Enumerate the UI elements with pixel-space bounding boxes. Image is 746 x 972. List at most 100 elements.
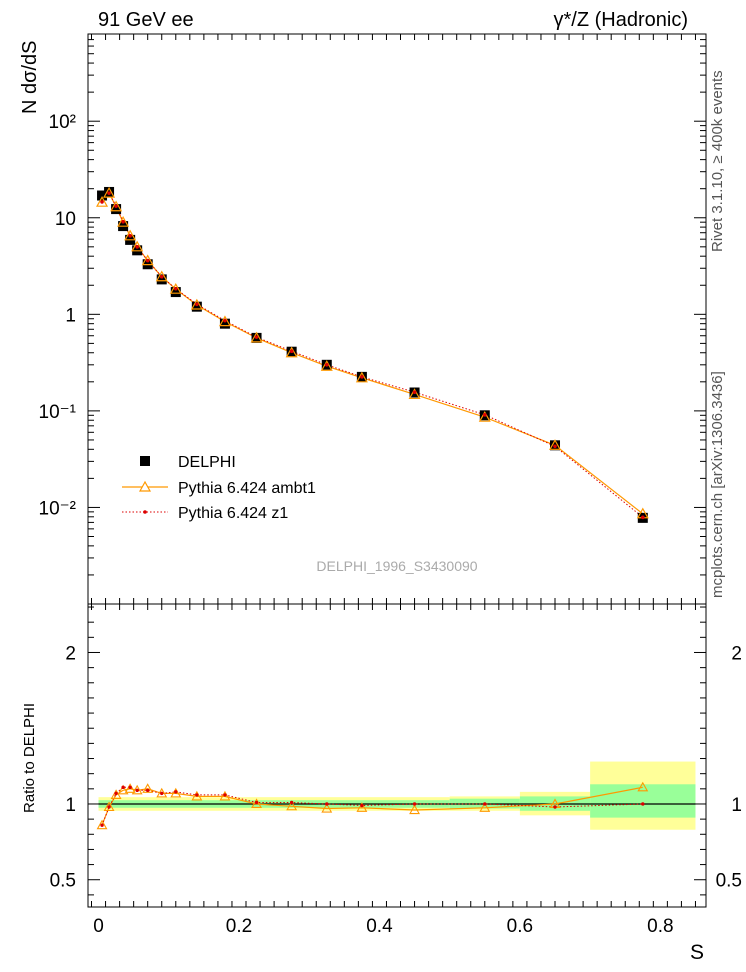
delphi-point	[111, 204, 122, 215]
ratio-ambt1-point	[409, 804, 420, 815]
ambt1-point	[110, 200, 123, 212]
ambt1-point	[408, 388, 421, 400]
ambt1-point	[218, 315, 231, 327]
ratio-ambt1-point	[251, 798, 262, 809]
ambt1-point	[285, 346, 298, 358]
ambt1-point	[96, 195, 109, 207]
ambt1-point	[320, 359, 333, 371]
ratio-y-tick-label-right: 2	[731, 643, 742, 664]
ratio-y-axis-title: Ratio to DELPHI	[21, 703, 38, 813]
ratio-ambt1-point	[321, 802, 333, 813]
z1-point	[159, 274, 164, 279]
x-tick-label: 0.4	[366, 916, 393, 937]
z1-point	[640, 515, 645, 520]
ratio-ambt1-point	[117, 784, 129, 795]
ratio-z1-point	[254, 800, 259, 805]
legend-label: DELPHI	[178, 454, 236, 471]
ambt1-point	[103, 186, 116, 198]
delphi-point	[170, 287, 181, 298]
ratio-band-inner-3	[590, 784, 696, 818]
main-y-axis-title: N dσ/dS	[19, 41, 41, 115]
legend-label: Pythia 6.424 ambt1	[178, 480, 316, 497]
ratio-z1-point	[114, 791, 118, 796]
delphi-point	[191, 301, 202, 312]
main-y-tick-label: 10⁻²	[39, 498, 77, 519]
ratio-z1-point	[121, 785, 125, 790]
delphi-point	[156, 274, 167, 285]
axes-group: 0 0.2 0.4 0.6 0.8 10⁻² 10⁻¹ 1 10 10² 0.5 0.5 1 1 2 2	[39, 33, 742, 937]
ambt1-point	[131, 240, 144, 252]
main-y-tick-label: 10²	[49, 112, 76, 133]
x-tick-label: 0.6	[507, 916, 533, 937]
z1-point	[145, 258, 150, 263]
ratio-y-tick-label-right: 1	[731, 795, 742, 816]
legend-delphi-marker	[140, 456, 150, 466]
legend-z1-marker	[143, 510, 147, 514]
ratio-frame	[87, 603, 707, 908]
header-left-title: 91 GeV ee	[98, 9, 194, 31]
ratio-z1-point	[145, 788, 150, 793]
delphi-point	[219, 318, 230, 329]
ratio-z1-point	[128, 785, 132, 790]
ratio-z1-point	[641, 802, 645, 806]
x-tick-label: 0.2	[226, 916, 252, 937]
ratio-ambt1-point	[131, 784, 143, 795]
ratio-z1-point	[135, 788, 139, 793]
main-series-group	[96, 186, 649, 523]
ratio-y-tick-label: 0.5	[50, 871, 76, 892]
ratio-z1-point	[160, 791, 164, 796]
legend: DELPHI Pythia 6.424 ambt1 Pythia 6.424 z1	[122, 454, 316, 522]
legend-ambt1-marker	[138, 480, 152, 492]
ratio-y-tick-label: 2	[65, 643, 76, 664]
z1-point	[107, 191, 111, 195]
ratio-z1-point	[174, 790, 178, 794]
ambt1-point	[478, 410, 491, 422]
ratio-z1-point	[223, 793, 227, 797]
main-y-tick-label: 10	[55, 209, 76, 230]
ratio-z1-point	[325, 802, 329, 806]
ratio-z1-point	[289, 800, 294, 805]
ratio-ambt1-point	[124, 783, 136, 793]
ambt1-point	[141, 254, 154, 266]
main-y-tick-label: 1	[65, 305, 76, 326]
z1-point	[128, 234, 132, 238]
ratio-z1-point	[360, 803, 364, 808]
z1-point	[482, 413, 487, 417]
ratio-series-group	[96, 781, 649, 830]
z1-point	[114, 204, 118, 208]
ratio-ambt1-point	[637, 781, 649, 792]
ratio-ambt1-point	[142, 783, 154, 793]
ratio-ambt1-point	[479, 802, 491, 812]
analysis-watermark: DELPHI_1996_S3430090	[316, 558, 477, 574]
ambt1-point	[169, 282, 182, 294]
legend-label: Pythia 6.424 z1	[178, 505, 288, 522]
mcplots-label: mcplots.cern.ch [arXiv:1306.3436]	[709, 371, 726, 598]
ratio-z1-point	[107, 805, 111, 809]
x-tick-label: 0	[93, 916, 104, 937]
ratio-ambt1-point	[156, 787, 168, 798]
ratio-ambt1-point	[103, 801, 115, 812]
z1-point	[254, 335, 259, 339]
ambt1-point	[155, 270, 168, 282]
rivet-version-label: Rivet 3.1.10, ≥ 400k events	[709, 70, 726, 252]
ratio-z1-point	[553, 805, 557, 809]
ratio-ambt1-point	[170, 787, 182, 798]
ratio-ambt1-point	[96, 819, 108, 830]
ratio-z1-point	[483, 802, 487, 806]
z1-point	[412, 390, 417, 395]
z1-point	[553, 444, 557, 449]
delphi-point	[97, 190, 108, 201]
ambt1-point	[548, 439, 562, 450]
ratio-z1-point	[100, 823, 104, 827]
z1-point	[173, 286, 178, 291]
z1-point	[289, 349, 294, 354]
z1-point	[324, 363, 329, 367]
x-axis-title: S	[690, 941, 704, 964]
ambt1-point	[190, 298, 203, 310]
z1-point	[135, 245, 139, 249]
main-y-tick-label: 10⁻¹	[39, 402, 77, 423]
z1-point	[121, 219, 125, 224]
z1-point	[223, 318, 227, 323]
ratio-y-tick-label-right: 0.5	[716, 871, 742, 892]
